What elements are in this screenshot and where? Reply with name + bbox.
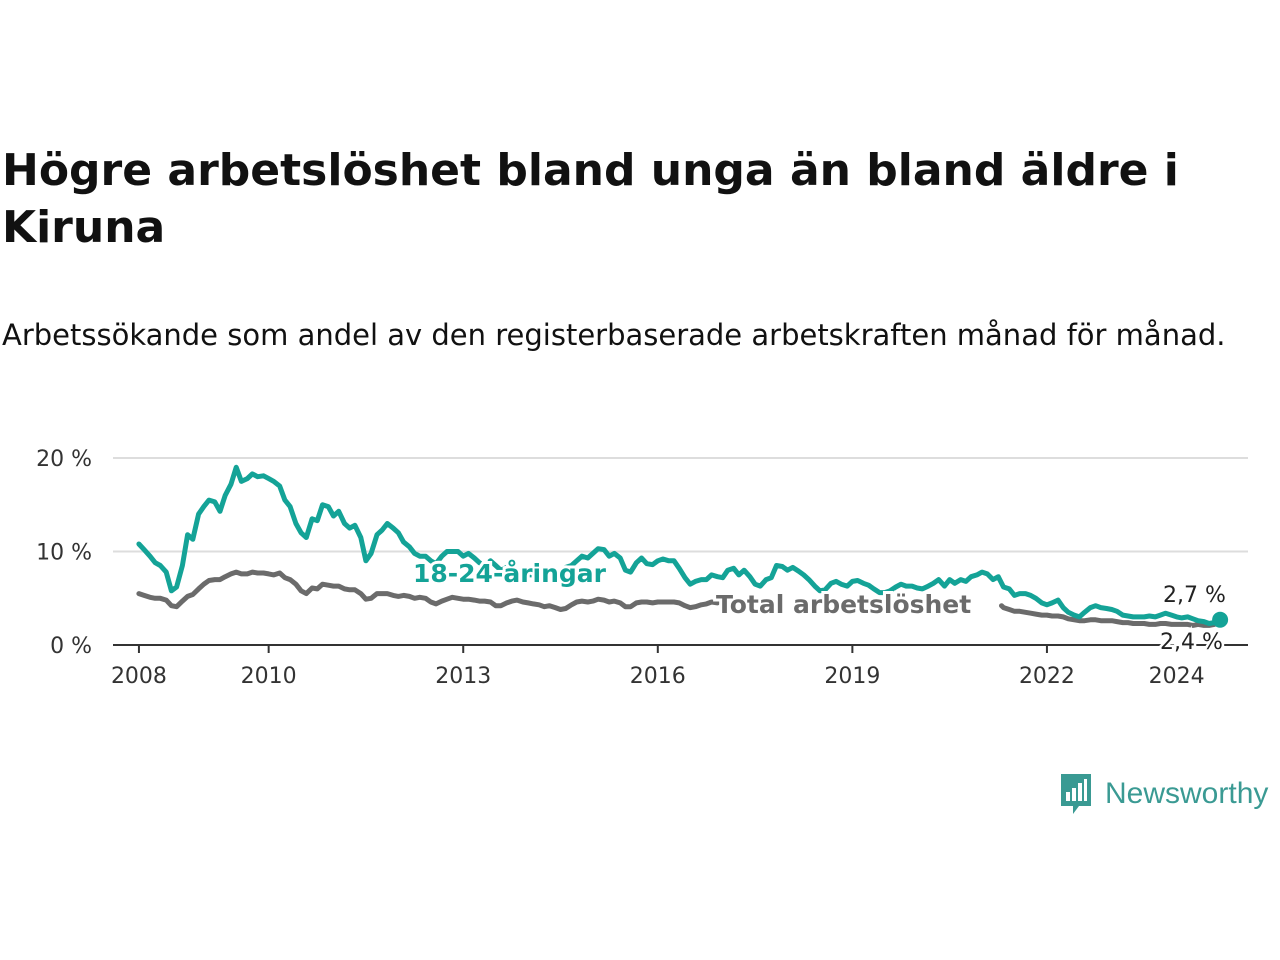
series-label-total: Total arbetslöshet [716, 590, 971, 619]
x-tick-label: 2022 [1019, 664, 1075, 689]
series-label-18-24: 18-24-åringar [413, 559, 607, 588]
x-tick-label: 2013 [435, 664, 491, 689]
series-labels: 18-24-åringar Total arbetslöshet 2,7 % 2,4 … [410, 556, 1228, 658]
y-axis-ticks: 0 % 10 % 20 % [36, 447, 92, 659]
x-tick-label: 2010 [241, 664, 297, 689]
x-tick-label: 2008 [111, 664, 167, 689]
line-chart: 0 % 10 % 20 % 2008 2010 2013 2016 2019 2022 2024… [36, 447, 1248, 689]
series-line-18-24 [136, 464, 1223, 626]
x-tick-label: 2024 [1149, 664, 1205, 689]
chart-subtitle: Arbetssökande som andel av den registerb… [2, 318, 1226, 352]
y-tick-label: 10 % [36, 541, 92, 566]
x-tick-label: 2016 [630, 664, 686, 689]
chart-title: Högre arbetslöshet bland unga än bland ä… [2, 145, 1179, 253]
newsworthy-bar-chart-icon [1061, 774, 1091, 814]
series-end-marker [1212, 611, 1229, 628]
end-value-18-24: 2,7 % [1163, 583, 1226, 608]
x-tick-label: 2019 [824, 664, 880, 689]
gridlines [113, 457, 1248, 553]
series-line-total [136, 569, 1223, 628]
x-axis: 2008 2010 2013 2016 2019 2022 2024 [111, 644, 1248, 689]
newsworthy-logo: Newsworthy [1059, 772, 1268, 816]
y-tick-label: 20 % [36, 447, 92, 472]
y-tick-label: 0 % [50, 634, 92, 659]
brand-name: Newsworthy [1105, 777, 1269, 810]
series-lines [136, 464, 1229, 628]
end-value-total: 2,4 % [1160, 630, 1223, 655]
